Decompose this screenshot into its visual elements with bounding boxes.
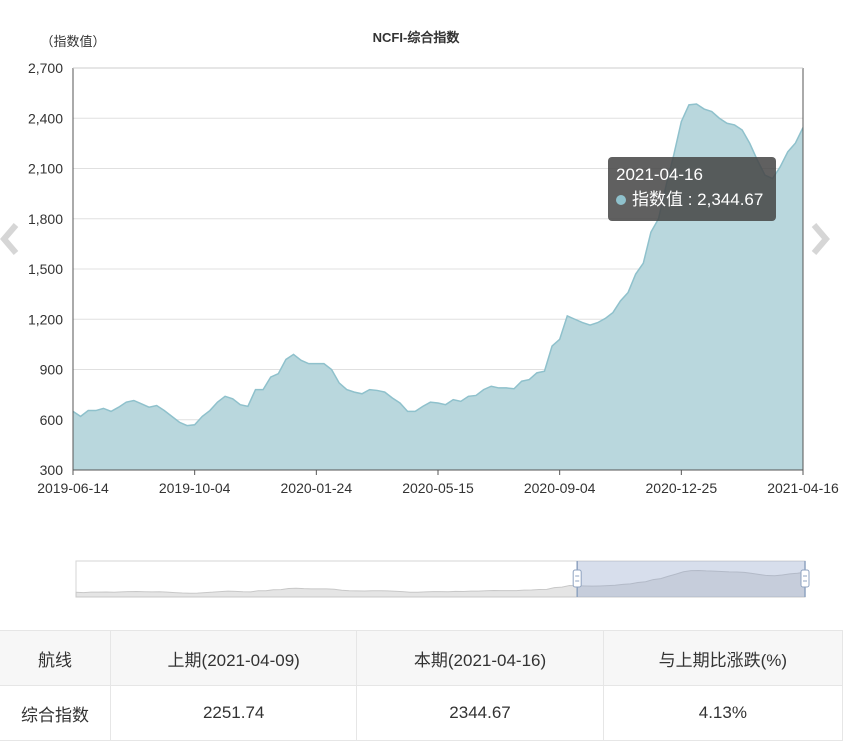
y-tick-label: 1,500 [28, 261, 63, 277]
cell-previous-value: 2251.74 [109, 685, 358, 741]
x-axis: 2019-06-14 2019-10-04 2020-01-24 2020-05-15… [37, 470, 839, 496]
x-tick-label: 2019-10-04 [159, 480, 231, 496]
chart-title: NCFI-综合指数 [373, 30, 461, 45]
y-axis: 2,700 2,400 2,100 1,800 1,500 1,200 900 600 300 [28, 60, 63, 478]
y-tick-label: 2,700 [28, 60, 63, 76]
y-tick-label: 900 [40, 362, 64, 378]
slider-selection [577, 561, 805, 597]
x-tick-label: 2020-09-04 [524, 480, 596, 496]
header-current-period: 本期(2021-04-16) [356, 630, 604, 686]
table-row: 综合指数 2251.74 2344.67 4.13% [0, 685, 844, 741]
y-axis-label: （指数值） [40, 34, 105, 49]
y-tick-label: 2,400 [28, 110, 63, 126]
cell-change-percent: 4.13% [602, 685, 844, 741]
table-header-row: 航线 上期(2021-04-09) 本期(2021-04-16) 与上期比涨跌(… [0, 630, 844, 686]
slider-end-handle[interactable] [800, 569, 810, 588]
x-tick-label: 2020-05-15 [402, 480, 474, 496]
series-dot-icon [616, 195, 626, 205]
y-tick-label: 1,800 [28, 211, 63, 227]
chart-tooltip: 2021-04-16 指数值 : 2,344.67 [608, 157, 776, 221]
series-area-fill [73, 104, 803, 470]
prev-chevron-icon[interactable] [0, 222, 22, 256]
tooltip-series-name: 指数值 [632, 190, 683, 209]
y-tick-label: 2,100 [28, 161, 63, 177]
slider-start-handle[interactable] [572, 569, 582, 588]
slider-preview-area [75, 570, 806, 598]
tooltip-separator: : [683, 190, 698, 209]
series-line [72, 103, 804, 427]
next-chevron-icon[interactable] [808, 222, 830, 256]
index-area-chart: NCFI-综合指数 （指数值） 2,700 2,400 2,100 1,800 1,50… [28, 30, 839, 598]
tooltip-value: 2,344.67 [697, 190, 764, 209]
tooltip-date: 2021-04-16 [616, 165, 703, 184]
x-tick-label: 2020-12-25 [646, 480, 718, 496]
y-tick-label: 1,200 [28, 311, 63, 327]
x-tick-label: 2019-06-14 [37, 480, 109, 496]
index-comparison-table: 航线 上期(2021-04-09) 本期(2021-04-16) 与上期比涨跌(… [0, 630, 844, 741]
series-area[interactable] [72, 103, 804, 470]
header-route: 航线 [0, 630, 111, 686]
cell-route: 综合指数 [0, 685, 111, 741]
x-tick-label: 2021-04-16 [767, 480, 839, 496]
y-tick-label: 600 [40, 412, 64, 428]
x-tick-label: 2020-01-24 [281, 480, 353, 496]
cell-current-value: 2344.67 [356, 685, 604, 741]
header-change-percent: 与上期比涨跌(%) [602, 630, 844, 686]
y-tick-label: 300 [40, 462, 64, 478]
data-zoom-slider[interactable] [75, 560, 810, 598]
header-previous-period: 上期(2021-04-09) [109, 630, 358, 686]
